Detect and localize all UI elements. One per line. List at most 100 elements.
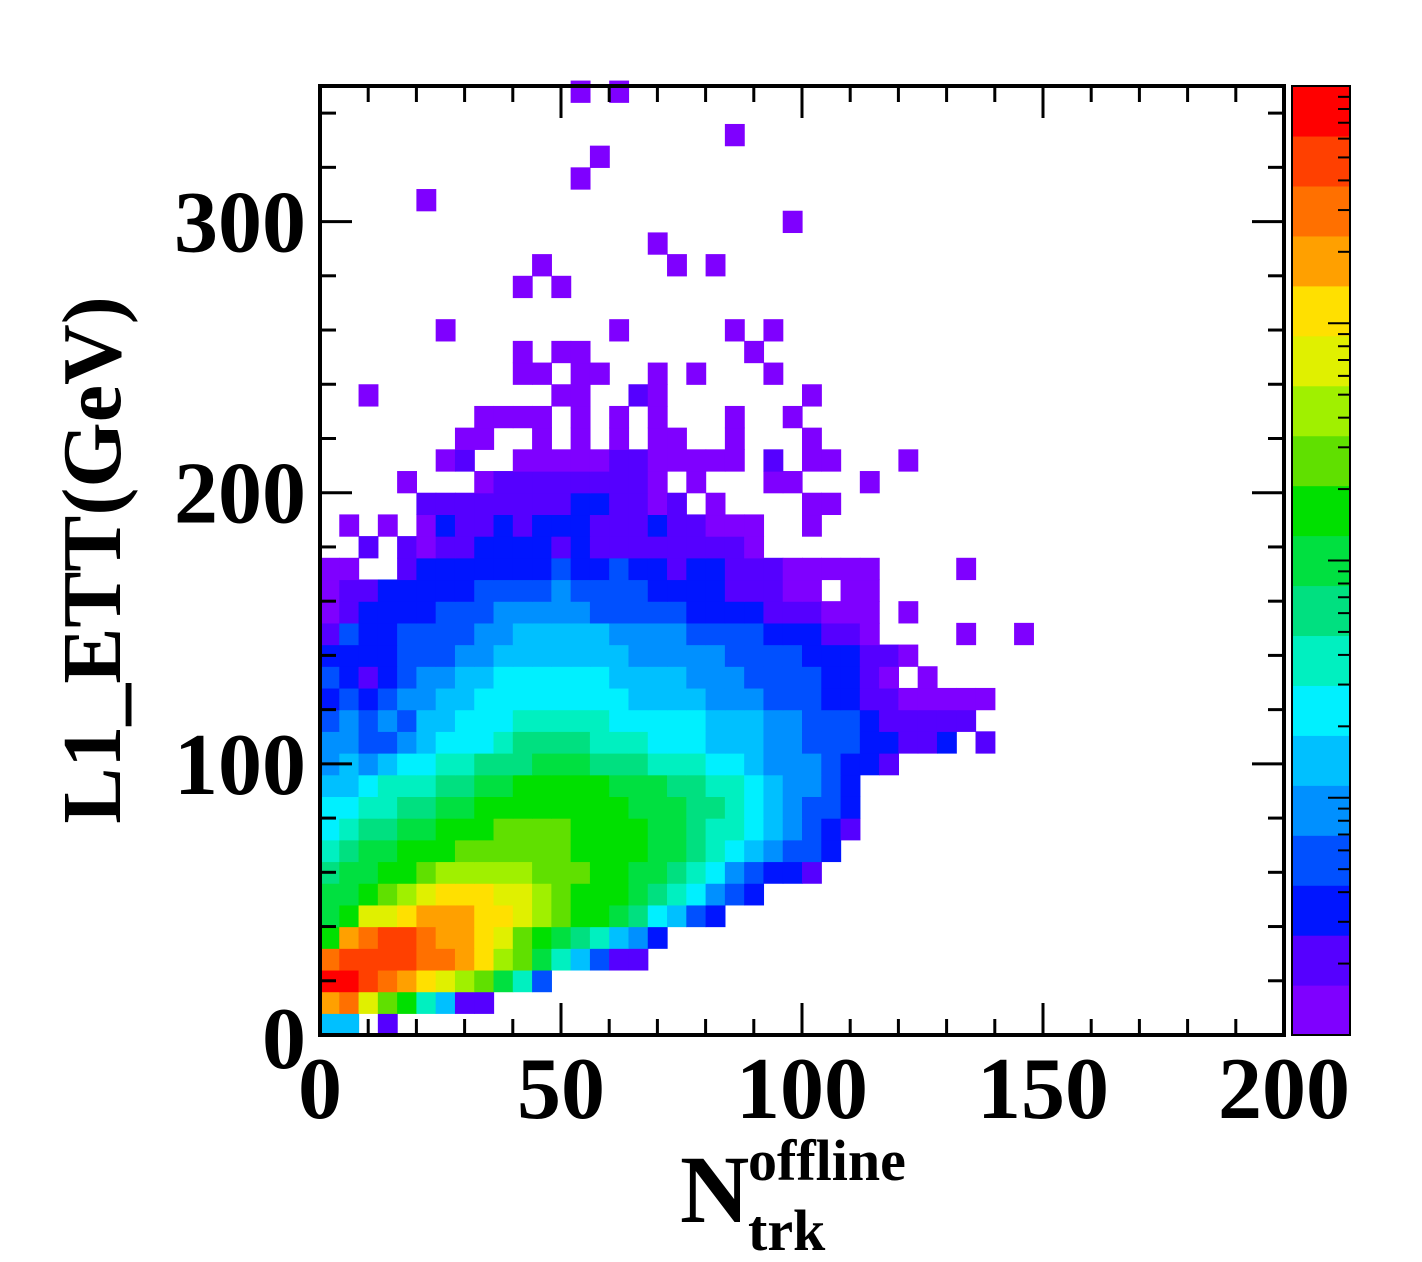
colorbar-swatch — [1292, 985, 1350, 1036]
heatmap-bin — [339, 731, 360, 754]
heatmap-bin — [532, 427, 552, 450]
y-tick-label: 300 — [174, 175, 306, 272]
heatmap-bin — [493, 796, 514, 819]
y-tick-label: 0 — [262, 991, 306, 1088]
x-tick-label: 150 — [977, 1041, 1109, 1138]
heatmap-bin — [628, 492, 649, 516]
heatmap-bin — [551, 731, 572, 754]
heatmap-bin — [377, 861, 398, 884]
heatmap-bin — [724, 449, 745, 472]
heatmap-bin — [454, 904, 475, 928]
heatmap-bin — [512, 687, 533, 711]
heatmap-bin — [647, 427, 668, 450]
heatmap-bin — [532, 709, 552, 732]
heatmap-bin — [551, 883, 572, 906]
heatmap-bin — [686, 904, 707, 928]
heatmap-bin — [705, 709, 726, 732]
heatmap-bin — [493, 687, 514, 711]
heatmap-bin — [320, 991, 340, 1014]
heatmap-bin — [570, 80, 591, 103]
heatmap-bin — [859, 622, 880, 646]
heatmap-bin — [377, 666, 398, 689]
heatmap-bin — [532, 861, 552, 884]
heatmap-bin — [493, 492, 514, 516]
colorbar-swatch — [1292, 335, 1350, 387]
heatmap-bin — [532, 904, 552, 928]
heatmap-bin — [744, 861, 765, 884]
heatmap-bin — [647, 774, 668, 797]
heatmap-bin — [667, 861, 687, 884]
heatmap-bin — [840, 644, 861, 667]
heatmap-bin — [667, 883, 687, 906]
heatmap-bin — [570, 536, 591, 559]
heatmap-bin — [782, 861, 803, 884]
heatmap-bin — [358, 687, 379, 711]
heatmap-bin — [397, 622, 417, 646]
heatmap-bin — [744, 536, 765, 559]
heatmap-bin — [474, 687, 495, 711]
heatmap-bin — [782, 774, 803, 797]
heatmap-bin — [628, 449, 649, 472]
heatmap-bin — [435, 622, 456, 646]
heatmap-bin — [474, 753, 495, 776]
heatmap-bin — [339, 796, 360, 819]
heatmap-bin — [532, 774, 552, 797]
heatmap-bin — [782, 753, 803, 776]
heatmap-bin — [763, 861, 784, 884]
heatmap-bin — [589, 796, 610, 819]
heatmap-bin — [917, 709, 938, 732]
heatmap-bin — [570, 774, 591, 797]
heatmap-bin — [397, 687, 417, 711]
heatmap-bin — [339, 687, 360, 711]
y-tick-label: 200 — [174, 446, 306, 543]
heatmap-bin — [628, 904, 649, 928]
heatmap-bin — [358, 839, 379, 863]
heatmap-bin — [320, 709, 340, 732]
heatmap-bin — [840, 687, 861, 711]
heatmap-bin — [551, 384, 572, 407]
heatmap-bin — [647, 232, 668, 255]
heatmap-bin — [532, 492, 552, 516]
heatmap-bin — [320, 774, 340, 797]
heatmap-bin — [628, 514, 649, 537]
heatmap-bin — [724, 622, 745, 646]
heatmap-bin — [493, 883, 514, 906]
heatmap-bin — [358, 622, 379, 646]
heatmap-bin — [647, 362, 668, 385]
heatmap-bin — [397, 557, 417, 581]
heatmap-bin — [667, 753, 687, 776]
heatmap-bin — [763, 666, 784, 689]
heatmap-bin — [802, 839, 822, 863]
heatmap-bin — [397, 839, 417, 863]
colorbar-swatch — [1292, 485, 1350, 537]
heatmap-bin — [724, 319, 745, 342]
heatmap-bin — [532, 557, 552, 581]
heatmap-bin — [589, 948, 610, 971]
heatmap-bin — [397, 753, 417, 776]
heatmap-bin — [435, 449, 456, 472]
heatmap-bin — [551, 753, 572, 776]
heatmap-bin — [532, 622, 552, 646]
heatmap-bin — [647, 492, 668, 516]
heatmap-bin — [609, 839, 630, 863]
heatmap-bin — [493, 753, 514, 776]
heatmap-bin — [628, 839, 649, 863]
heatmap-bin — [397, 709, 417, 732]
heatmap-bin — [474, 796, 495, 819]
heatmap-bin — [609, 449, 630, 472]
heatmap-bin — [570, 557, 591, 581]
heatmap-bin — [802, 644, 822, 667]
heatmap-bin — [724, 774, 745, 797]
heatmap-bin — [512, 861, 533, 884]
heatmap-bin — [647, 926, 668, 949]
heatmap-bin — [320, 1013, 340, 1036]
heatmap-bin — [724, 536, 745, 559]
heatmap-bin — [667, 904, 687, 928]
heatmap-bin — [570, 904, 591, 928]
heatmap-bin — [339, 861, 360, 884]
heatmap-bin — [647, 405, 668, 429]
heatmap-bin — [628, 471, 649, 494]
heatmap-bins — [320, 80, 1034, 1036]
heatmap-bin — [454, 926, 475, 949]
heatmap-bin — [744, 753, 765, 776]
